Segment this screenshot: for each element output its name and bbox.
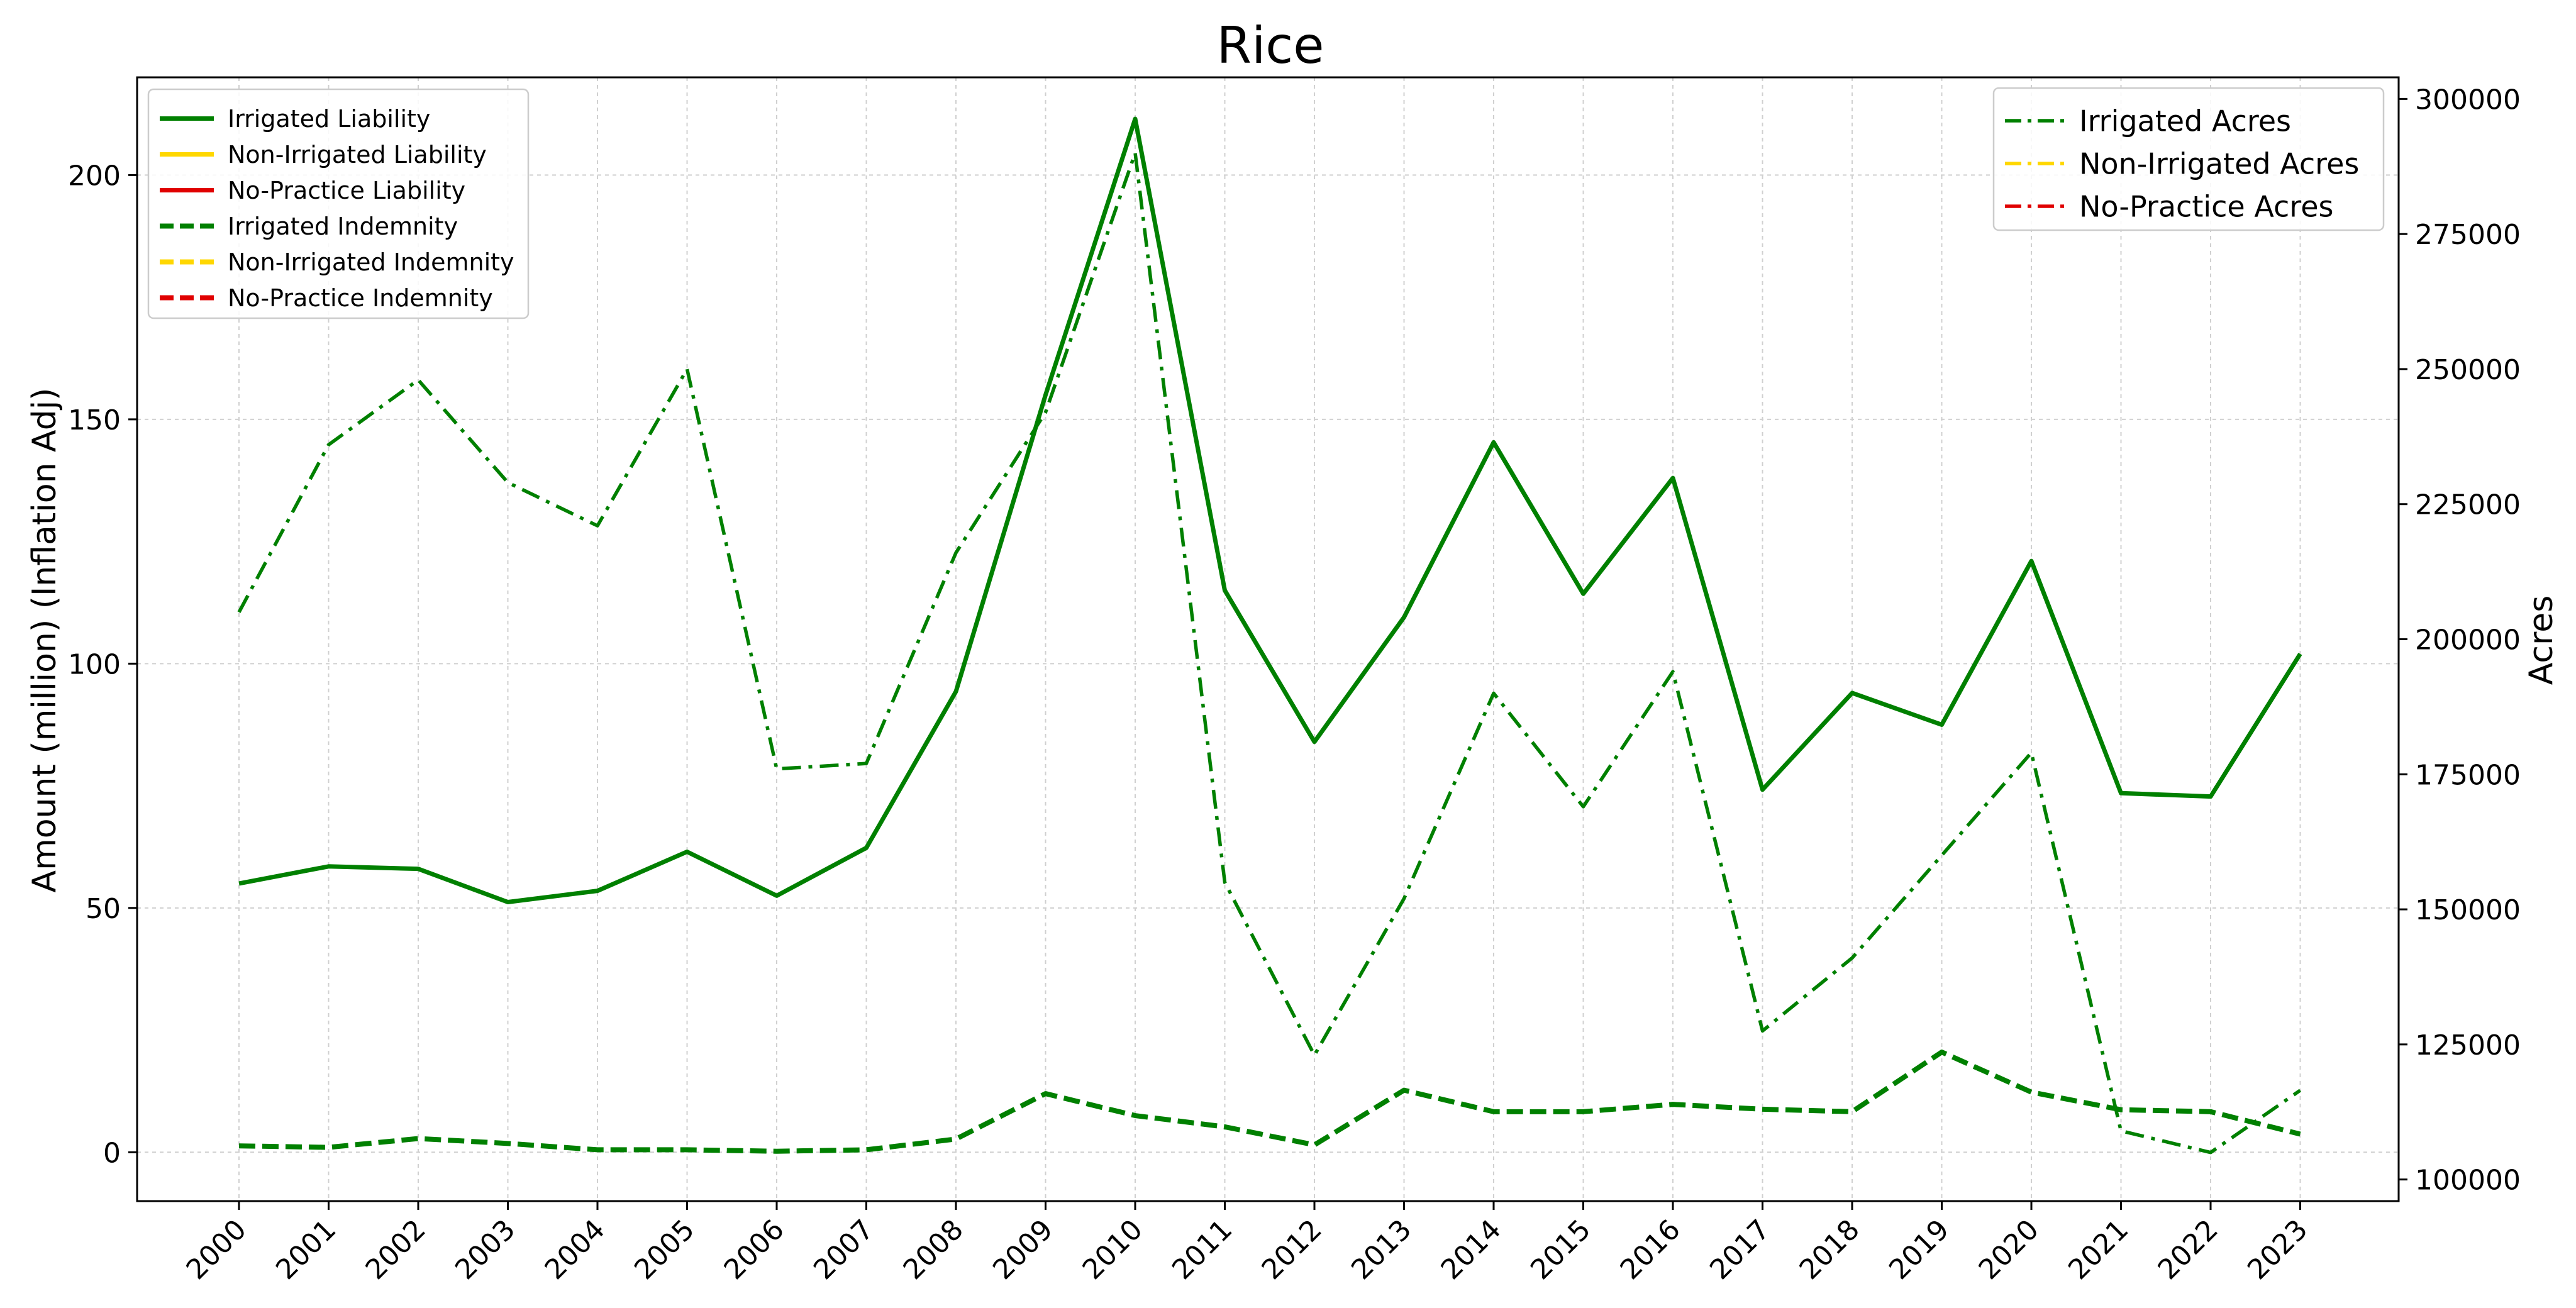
y2-tick-label: 125000 bbox=[2415, 1029, 2521, 1061]
y2-tick-label: 200000 bbox=[2415, 624, 2521, 657]
series-line-irrigated-indemnity bbox=[238, 1050, 2301, 1154]
legend-label: Non-Irrigated Indemnity bbox=[228, 248, 514, 276]
grid bbox=[137, 77, 2399, 1201]
y2-tick-label: 275000 bbox=[2415, 219, 2521, 251]
legend-label: No-Practice Indemnity bbox=[228, 284, 493, 312]
series-line-irrigated-liability bbox=[238, 116, 2302, 905]
legend-label: No-Practice Acres bbox=[2079, 190, 2333, 224]
y-axis-label: Amount (million) (Inflation Adj) bbox=[26, 388, 64, 893]
legend-left: Irrigated Liability Non-Irrigated Liabili… bbox=[147, 88, 530, 319]
legend-label: Irrigated Indemnity bbox=[228, 213, 458, 240]
legend-box bbox=[147, 88, 530, 319]
y-tick-label: 100 bbox=[68, 648, 121, 680]
legend-label: Irrigated Acres bbox=[2079, 104, 2291, 138]
y2-tick-label: 300000 bbox=[2415, 84, 2521, 116]
legend-right: Irrigated Acres Non-Irrigated Acres No-Pra… bbox=[1992, 87, 2385, 231]
y2-tick-label: 100000 bbox=[2415, 1165, 2521, 1197]
y-tick-label: 0 bbox=[103, 1137, 121, 1169]
legend-label: Irrigated Liability bbox=[228, 105, 430, 133]
legend-label: No-Practice Liability bbox=[228, 177, 465, 204]
y-tick-label: 50 bbox=[86, 893, 121, 925]
y2-tick-label: 150000 bbox=[2415, 894, 2521, 926]
y2-tick-label: 175000 bbox=[2415, 759, 2521, 791]
y2-tick-label: 225000 bbox=[2415, 489, 2521, 521]
legend-label: Non-Irrigated Acres bbox=[2079, 147, 2359, 181]
chart-title: Rice bbox=[1216, 16, 1324, 75]
y-tick-label: 200 bbox=[68, 160, 121, 192]
series-line-irrigated-acres bbox=[237, 151, 2302, 1155]
series-layer bbox=[237, 116, 2302, 1155]
y-tick-label: 150 bbox=[68, 404, 121, 436]
legend-label: Non-Irrigated Liability bbox=[228, 141, 487, 169]
legend-box bbox=[1992, 87, 2385, 231]
y2-tick-label: 250000 bbox=[2415, 354, 2521, 386]
y2-axis-label: Acres bbox=[2523, 596, 2560, 685]
